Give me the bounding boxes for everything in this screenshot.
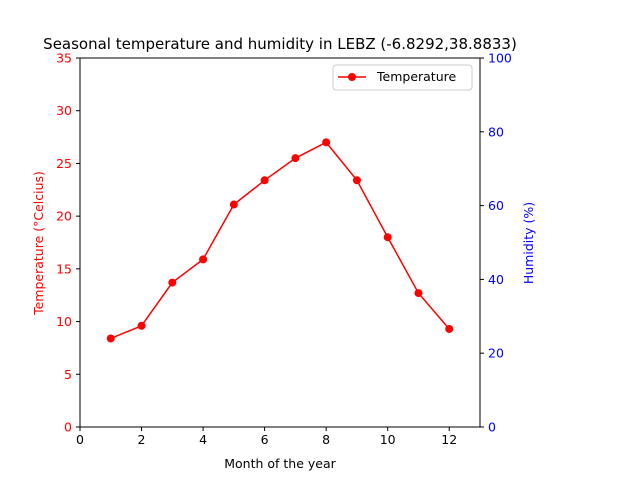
x-tick-label: 8 — [322, 432, 330, 447]
y-left-tick-label: 25 — [56, 156, 72, 171]
x-tick-label: 10 — [380, 432, 396, 447]
data-point — [199, 255, 208, 264]
x-tick-label: 2 — [138, 432, 146, 447]
chart-title: Seasonal temperature and humidity in LEB… — [43, 35, 517, 53]
x-tick-label: 4 — [199, 432, 207, 447]
data-point — [137, 321, 146, 330]
y-left-axis-label: Temperature (°Celcius) — [31, 171, 46, 316]
legend-box — [332, 64, 473, 91]
data-point — [168, 278, 177, 287]
y-right-tick-label: 100 — [488, 51, 512, 66]
y-left-tick-label: 15 — [56, 261, 72, 276]
legend: Temperature — [332, 64, 473, 91]
legend-label-temperature: Temperature — [376, 69, 456, 84]
x-axis-ticks: 0 2 4 6 8 10 12 — [76, 427, 457, 447]
x-tick-label: 0 — [76, 432, 84, 447]
y-right-tick-label: 20 — [488, 346, 504, 361]
data-point — [414, 289, 423, 298]
y-right-tick-label: 80 — [488, 124, 504, 139]
y-right-axis-ticks: 0 20 40 60 80 100 — [480, 51, 512, 435]
data-point — [352, 176, 361, 185]
y-right-tick-label: 40 — [488, 272, 504, 287]
y-left-tick-label: 20 — [56, 209, 72, 224]
x-tick-label: 12 — [441, 432, 457, 447]
y-left-tick-label: 5 — [64, 367, 72, 382]
y-right-axis-label: Humidity (%) — [521, 202, 536, 284]
series-layer — [106, 138, 454, 343]
y-left-tick-label: 35 — [56, 51, 72, 66]
y-left-tick-label: 10 — [56, 314, 72, 329]
series-line-temperature — [110, 141, 450, 340]
data-point — [291, 154, 300, 163]
data-point — [260, 176, 269, 185]
data-point — [106, 334, 115, 343]
x-axis-label: Month of the year — [224, 456, 336, 471]
data-point — [322, 138, 331, 147]
y-left-tick-label: 0 — [64, 420, 72, 435]
y-right-tick-label: 60 — [488, 198, 504, 213]
plot-frame — [79, 57, 481, 428]
y-right-tick-label: 0 — [488, 420, 496, 435]
x-tick-label: 6 — [261, 432, 269, 447]
y-left-axis-ticks: 0 5 10 15 20 25 30 35 — [56, 51, 80, 435]
data-point — [445, 324, 454, 333]
data-point — [383, 233, 392, 242]
y-left-tick-label: 30 — [56, 103, 72, 118]
legend-marker-temperature — [348, 73, 356, 81]
data-point — [229, 200, 238, 209]
